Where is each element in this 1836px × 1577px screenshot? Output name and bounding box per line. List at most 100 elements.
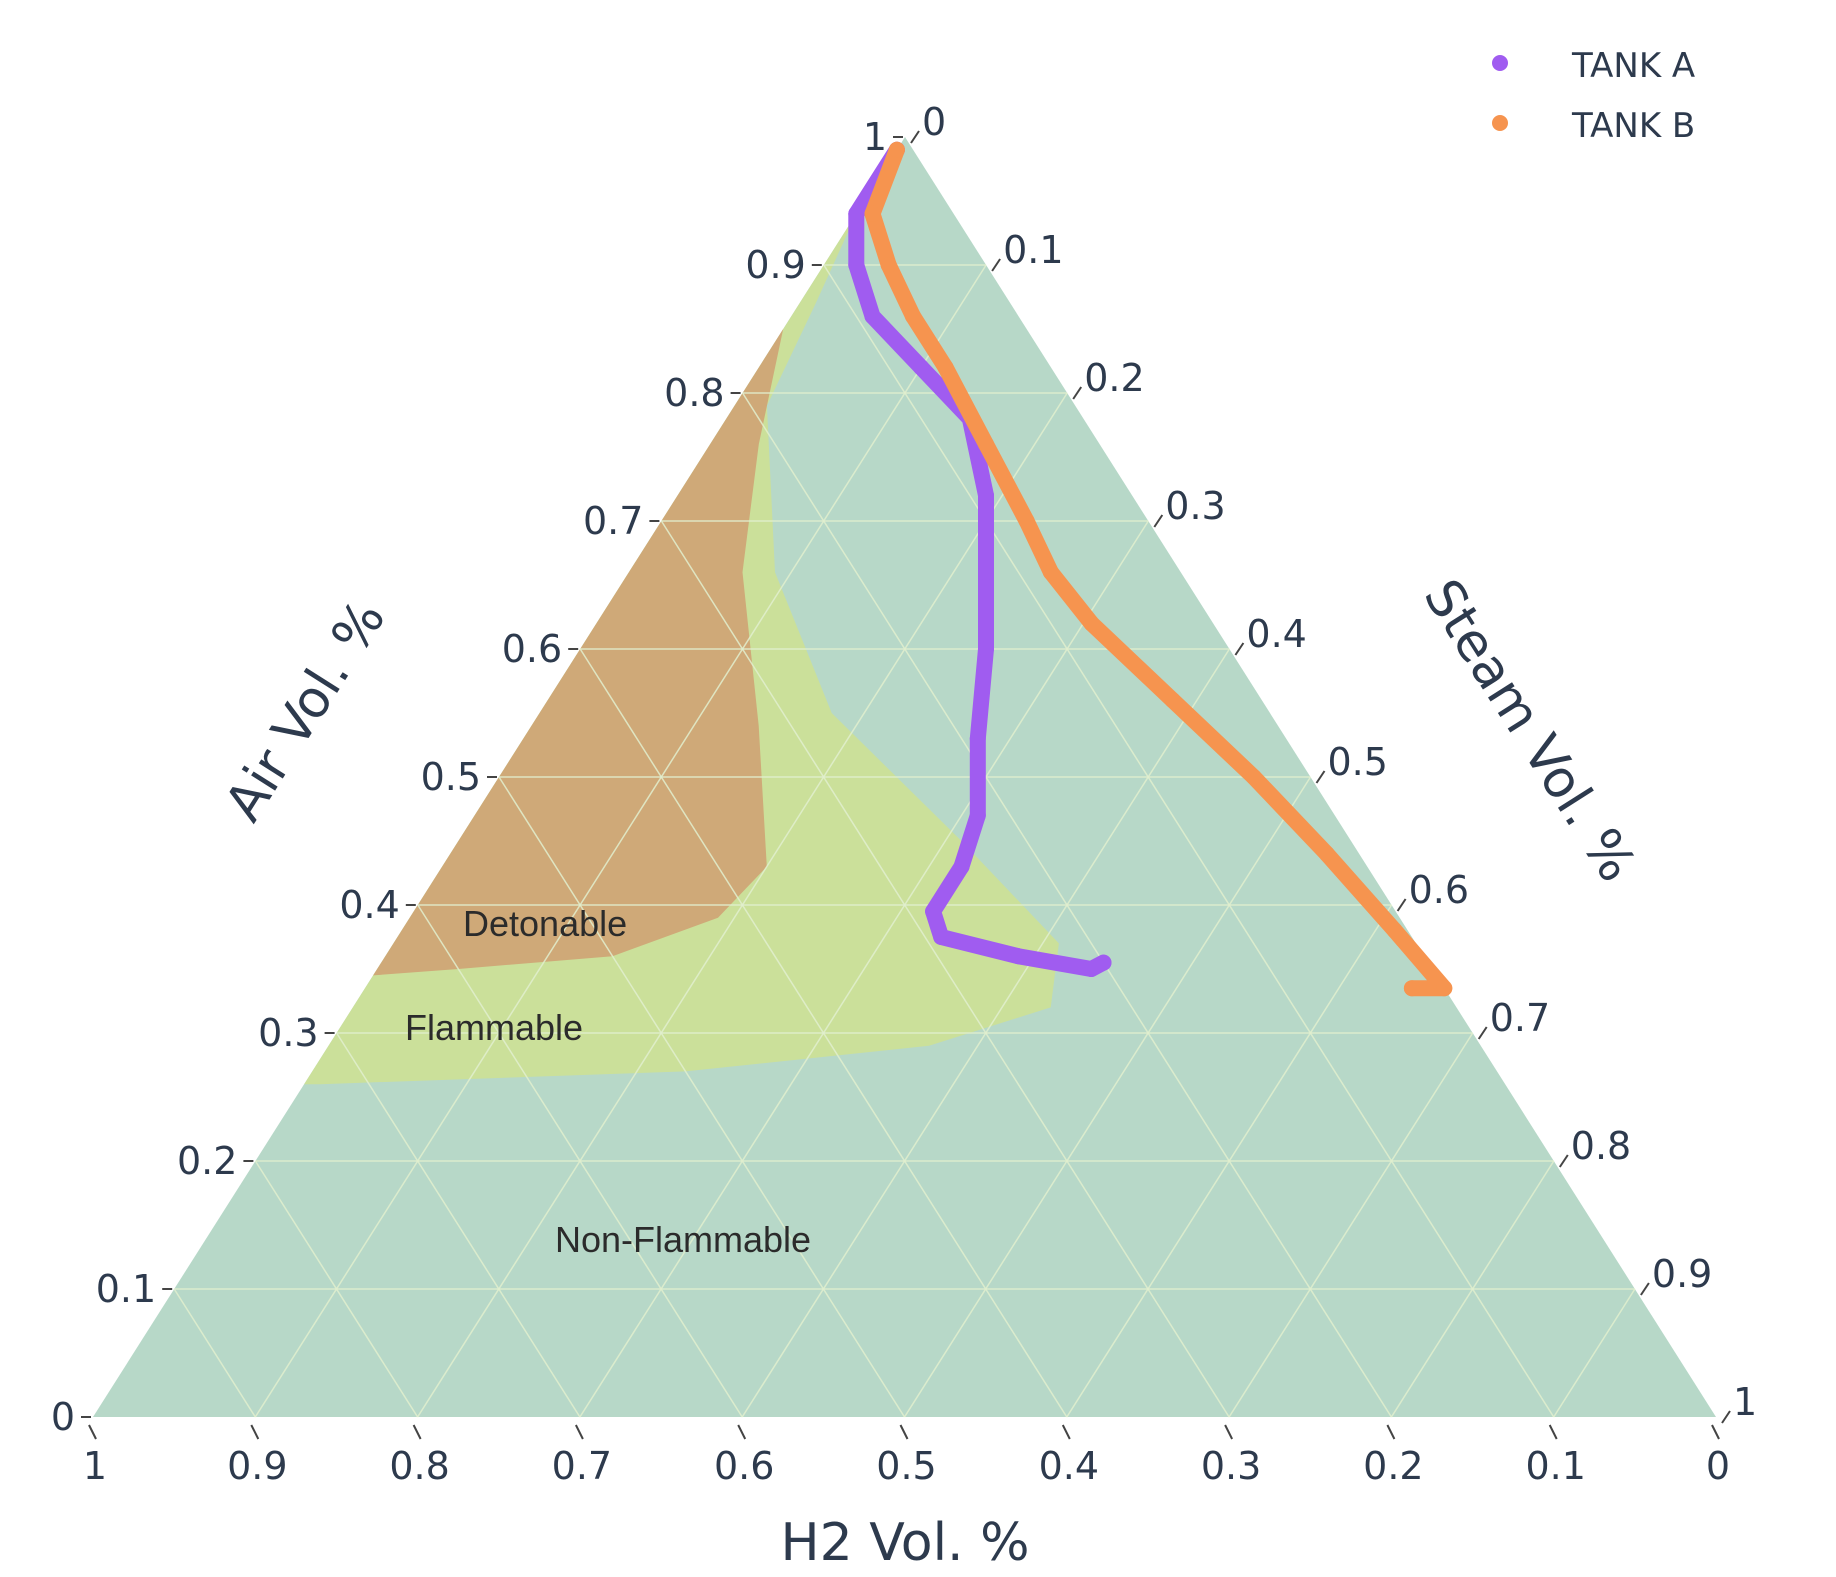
legend-marker-tank-b <box>1492 115 1508 131</box>
h2-tick-label: 0.3 <box>1201 1444 1261 1488</box>
grid-line-h2 <box>823 264 1555 1418</box>
steam-tick-mark <box>1234 642 1245 656</box>
series-tank-a-point <box>1095 954 1112 971</box>
h2-tick-label: 0 <box>1706 1444 1730 1488</box>
grid-line-h2 <box>417 904 743 1418</box>
series-tank-a-point <box>978 564 994 581</box>
steam-axis-title: Steam Vol. % <box>1412 569 1647 892</box>
steam-tick-mark <box>1640 1282 1650 1296</box>
steam-tick-label: 0.1 <box>1003 228 1063 272</box>
steam-tick-label: 0.7 <box>1490 996 1550 1040</box>
series-tank-a-point <box>1083 961 1100 977</box>
grid-line-steam <box>579 520 1149 1418</box>
series-tank-a-point <box>1010 948 1027 965</box>
series-tank-a-point <box>969 807 986 824</box>
grid-line-steam <box>903 776 1312 1418</box>
grid-line-h2 <box>660 520 1230 1418</box>
h2-tick-label: 0.8 <box>389 1444 449 1488</box>
steam-tick-mark <box>1396 898 1407 912</box>
series-tank-b-point <box>880 257 897 273</box>
steam-tick-mark <box>1721 1410 1731 1424</box>
series-tank-a-point <box>848 257 865 273</box>
air-tick-label: 1 <box>863 115 887 159</box>
h2-tick-mark <box>1061 1424 1071 1440</box>
air-tick-label: 0.6 <box>502 627 562 671</box>
series-tank-a-point <box>925 903 942 920</box>
grid-line-steam <box>1553 1288 1636 1418</box>
h2-tick-mark <box>1386 1424 1396 1440</box>
series-tank-a-point <box>933 929 950 945</box>
series-tank-b-point <box>1018 513 1035 529</box>
steam-tick-label: 0.2 <box>1084 356 1144 400</box>
grid-line-h2 <box>173 1288 256 1418</box>
steam-tick-label: 0.8 <box>1571 1124 1631 1168</box>
series-tank-b-point <box>1245 769 1262 785</box>
air-tick-label: 0.3 <box>258 1011 318 1055</box>
air-tick-label: 0.2 <box>177 1139 237 1183</box>
series-tank-b-point <box>1403 980 1420 997</box>
h2-tick-label: 0.6 <box>714 1444 774 1488</box>
air-tick-label: 0.8 <box>664 371 724 415</box>
series-tank-b-point <box>905 308 921 325</box>
steam-tick-mark <box>1153 514 1164 528</box>
steam-tick-label: 0.3 <box>1165 484 1225 528</box>
steam-tick-mark <box>910 130 920 144</box>
h2-tick-mark <box>250 1424 260 1440</box>
air-tick-label: 0.7 <box>583 499 643 543</box>
series-tank-b-point <box>864 205 881 222</box>
series-tank-b-point <box>1318 845 1335 862</box>
h2-tick-mark <box>737 1424 747 1440</box>
legend-label-tank-a: TANK A <box>1571 46 1695 86</box>
steam-tick-label: 0 <box>922 100 946 144</box>
steam-tick-label: 0.4 <box>1246 612 1306 656</box>
h2-tick-label: 0.5 <box>876 1444 936 1488</box>
series-tank-b-point <box>888 141 905 158</box>
detonable-region-label: Detonable <box>463 903 627 944</box>
steam-tick-label: 0.9 <box>1652 1252 1712 1296</box>
steam-tick-label: 0.6 <box>1409 868 1469 912</box>
steam-tick-mark <box>1315 770 1326 784</box>
h2-tick-mark <box>1711 1424 1720 1440</box>
h2-tick-label: 0.7 <box>552 1444 612 1488</box>
h2-tick-mark <box>412 1424 422 1440</box>
h2-tick-label: 1 <box>83 1444 107 1488</box>
grid-line-steam <box>1066 904 1393 1418</box>
series-tank-a-point <box>978 641 994 657</box>
air-tick-label: 0 <box>51 1395 75 1439</box>
grid-line-steam <box>1228 1032 1474 1418</box>
grid-line-steam <box>254 264 987 1418</box>
series-tank-b-point <box>978 436 994 453</box>
ticks-layer: 0 0.1 0.2 0.3 0.4 0.5 0.6 0.7 0.8 0.9 1 1 0.9 0.8 0.7 0… <box>51 100 1757 1488</box>
series-layer <box>848 141 1453 997</box>
legend-marker-tank-a <box>1492 55 1508 71</box>
series-tank-a-point <box>953 858 970 875</box>
steam-tick-label: 0.5 <box>1328 740 1388 784</box>
series-tank-a-point <box>848 205 865 222</box>
steam-tick-mark <box>991 258 1001 272</box>
series-tank-a-point <box>913 359 930 376</box>
air-tick-label: 0.1 <box>96 1267 156 1311</box>
h2-tick-label: 0.4 <box>1039 1444 1099 1488</box>
series-tank-b-point <box>1386 922 1403 939</box>
h2-tick-label: 0.2 <box>1363 1444 1423 1488</box>
air-tick-label: 0.5 <box>421 755 481 799</box>
h2-tick-mark <box>575 1424 584 1440</box>
detonable-region <box>373 329 784 976</box>
air-axis-title: Air Vol. % <box>214 590 398 832</box>
series-tank-a-point <box>978 487 994 504</box>
steam-tick-mark <box>1072 386 1083 400</box>
series-tank-a-point <box>969 730 986 747</box>
legend: TANK A TANK B <box>1492 46 1695 146</box>
air-tick-label: 0.4 <box>339 883 399 927</box>
series-tank-b-point <box>1042 564 1059 581</box>
series-tank-b-point <box>1436 980 1453 997</box>
legend-label-tank-b: TANK B <box>1571 106 1695 146</box>
grid-line-h2 <box>254 1160 419 1418</box>
grid-line-steam <box>1390 1160 1555 1418</box>
series-tank-b-point <box>937 359 954 376</box>
h2-tick-label: 0.9 <box>227 1444 287 1488</box>
h2-tick-mark <box>88 1424 97 1440</box>
grid-line-h2 <box>335 1032 581 1418</box>
grid-layer <box>173 264 1636 1418</box>
